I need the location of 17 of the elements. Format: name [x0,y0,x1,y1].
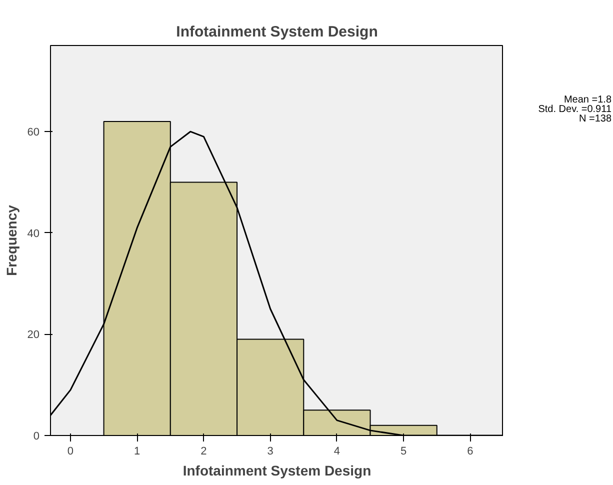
x-tick-label: 3 [267,446,274,458]
x-tick-label: 0 [67,446,74,458]
y-tick-label: 20 [27,329,40,342]
x-axis-title: Infotainment System Design [182,462,372,478]
x-tick-label: 5 [400,446,407,458]
y-tick-label: 40 [27,228,40,240]
x-tick-label: 1 [134,446,140,458]
y-axis-title: Frequency [3,204,20,276]
chart-title: Infotainment System Design [176,24,378,40]
y-tick-label: 60 [27,126,40,139]
x-tick-label: 2 [200,446,207,458]
text: Mean =1.8 [564,94,612,106]
x-tick-label: 4 [334,446,340,458]
text: N =138 [578,113,612,124]
x-tick-label: 6 [467,446,474,458]
text: Std. Dev. =0.911 [538,104,612,115]
y-tick-label: 0 [33,430,40,442]
